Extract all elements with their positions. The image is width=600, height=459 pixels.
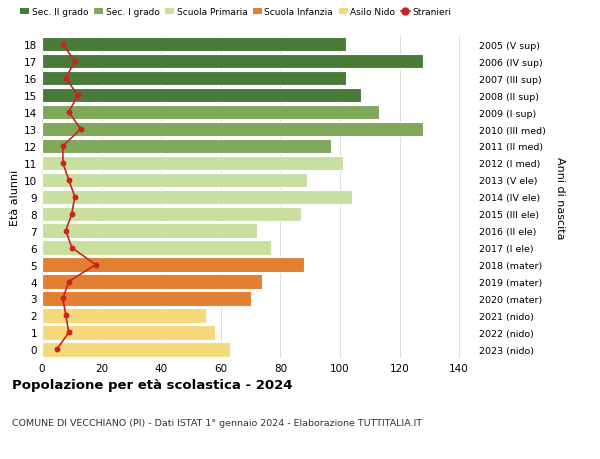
Bar — [42, 275, 262, 289]
Bar — [42, 342, 230, 357]
Bar — [42, 207, 301, 221]
Point — [58, 41, 68, 49]
Legend: Sec. II grado, Sec. I grado, Scuola Primaria, Scuola Infanzia, Asilo Nido, Stran: Sec. II grado, Sec. I grado, Scuola Prim… — [17, 5, 455, 21]
Bar — [42, 38, 346, 52]
Bar — [42, 241, 271, 255]
Point — [61, 75, 71, 83]
Point — [64, 278, 74, 285]
Point — [67, 211, 77, 218]
Text: COMUNE DI VECCHIANO (PI) - Dati ISTAT 1° gennaio 2024 - Elaborazione TUTTITALIA.: COMUNE DI VECCHIANO (PI) - Dati ISTAT 1°… — [12, 418, 422, 427]
Point — [91, 261, 100, 269]
Bar — [42, 123, 424, 137]
Point — [70, 58, 80, 66]
Bar — [42, 190, 352, 205]
Bar — [42, 72, 346, 86]
Bar — [42, 140, 331, 154]
Bar — [42, 106, 379, 120]
Y-axis label: Età alunni: Età alunni — [10, 169, 20, 225]
Point — [70, 194, 80, 201]
Point — [61, 312, 71, 319]
Point — [58, 160, 68, 167]
Point — [64, 177, 74, 184]
Point — [76, 126, 86, 134]
Bar — [42, 89, 361, 103]
Bar — [42, 308, 206, 323]
Point — [64, 109, 74, 117]
Bar — [42, 224, 257, 238]
Point — [58, 295, 68, 302]
Bar — [42, 258, 304, 272]
Point — [58, 143, 68, 150]
Point — [64, 329, 74, 336]
Bar — [42, 173, 307, 188]
Bar — [42, 157, 343, 171]
Bar — [42, 325, 215, 340]
Bar — [42, 55, 424, 69]
Point — [61, 228, 71, 235]
Y-axis label: Anni di nascita: Anni di nascita — [555, 156, 565, 239]
Point — [67, 245, 77, 252]
Bar — [42, 291, 251, 306]
Text: Popolazione per età scolastica - 2024: Popolazione per età scolastica - 2024 — [12, 379, 293, 392]
Point — [73, 92, 83, 100]
Point — [52, 346, 62, 353]
